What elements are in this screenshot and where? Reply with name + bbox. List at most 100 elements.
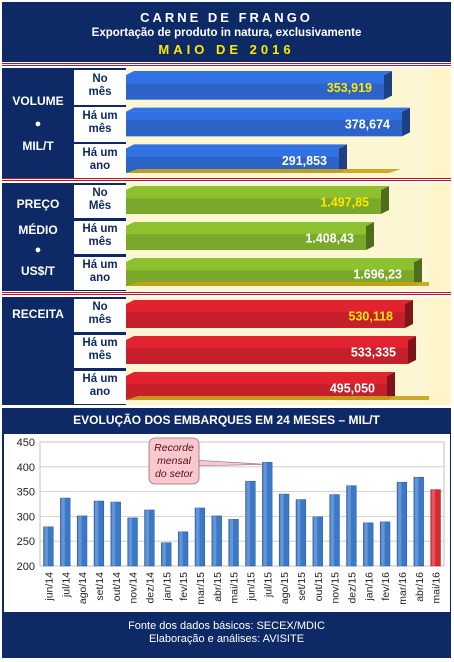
summary-value: 530,118 [349, 310, 394, 324]
chart-bar [430, 489, 441, 567]
period-label: MAIO DE 2016 [158, 42, 295, 57]
summary-bar: 378,674 [126, 107, 410, 137]
bar-floor-shadow [126, 282, 454, 286]
revenue-label: RECEITA [2, 297, 74, 415]
divider-stripe [2, 178, 451, 182]
chart-bar [413, 476, 424, 567]
chart-bar [60, 497, 71, 567]
summary-value: 533,335 [351, 346, 396, 360]
revenue-label-title: RECEITA [12, 307, 64, 321]
x-tick-label: out/15 [313, 572, 325, 601]
chart-bar [379, 521, 391, 567]
chart-bar [177, 531, 189, 567]
summary-value: 291,853 [282, 154, 327, 168]
summary-bar: 495,050 [126, 372, 395, 400]
source-text: Fonte dos dados básicos: SECEX/MDIC [128, 620, 325, 632]
x-tick-label: jul/15 [262, 572, 274, 598]
bar-highlight [78, 515, 82, 566]
price-label: PREÇO MÉDIO ● US$/T [2, 183, 74, 305]
x-tick-label: mai/15 [229, 572, 241, 604]
price-label-title: PREÇO [16, 197, 60, 211]
price-bar-chart: 1.497,85 1.408,43 1.696,23 [126, 186, 454, 286]
chart-bar [144, 509, 155, 567]
x-tick-label: ago/15 [279, 572, 291, 604]
row-label-no-mes: No mês [74, 70, 126, 105]
annotation-text: do setor [155, 468, 193, 480]
bar-highlight [128, 517, 133, 566]
bar-highlight [111, 502, 116, 566]
summary-value: 378,674 [345, 118, 390, 132]
x-tick-label: abr/15 [212, 572, 224, 602]
x-tick-label: fev/16 [380, 572, 392, 601]
x-tick-label: jun/15 [245, 572, 257, 602]
volume-bars: 353,919 378,674 291,853 [126, 68, 451, 178]
row-label-no-mes: No mês [74, 299, 126, 332]
x-tick-label: out/14 [111, 572, 123, 601]
bar-highlight [313, 516, 318, 566]
bar-highlight [414, 477, 419, 566]
footer: Fonte dos dados básicos: SECEX/MDIC Elab… [2, 614, 451, 658]
row-label-ha-um-mes: Há um mês [74, 335, 126, 368]
y-tick-label: 300 [17, 511, 35, 523]
bar-highlight [381, 521, 385, 566]
chart-bar [161, 542, 172, 567]
summary-bar: 291,853 [126, 144, 347, 173]
summary-bar: 530,118 [126, 300, 413, 328]
volume-bar-chart: 353,919 378,674 291,853 [126, 71, 410, 173]
chart-bar [76, 515, 88, 567]
x-tick-label: mai/16 [431, 572, 443, 604]
x-tick-label: jan/15 [161, 572, 173, 602]
chart-bar [346, 485, 357, 567]
chart-bar [262, 462, 273, 567]
row-label-ha-um-ano: Há um ano [74, 257, 126, 290]
revenue-section: RECEITA No mês Há um mês Há um ano 530,118 5… [2, 297, 451, 405]
x-tick-label: nov/14 [128, 572, 140, 604]
bar-floor-shadow [126, 396, 449, 400]
annotation-text: mensal [157, 455, 192, 467]
summary-value: 1.497,85 [320, 196, 369, 210]
chart-bar [93, 500, 105, 567]
bar-highlight [61, 498, 65, 566]
y-tick-label: 400 [17, 462, 35, 474]
price-label-title-2: MÉDIO [18, 223, 58, 237]
page-title: CARNE DE FRANGO [140, 10, 313, 25]
summary-value: 353,919 [327, 81, 372, 95]
y-tick-label: 450 [17, 437, 35, 449]
divider-stripe [2, 292, 451, 296]
summary-value: 495,050 [330, 382, 375, 396]
x-tick-label: jun/14 [43, 572, 55, 602]
bar-highlight [330, 494, 335, 566]
chart-bar [312, 516, 323, 567]
bar-highlight [364, 522, 368, 566]
credit-text: Elaboração e análises: AVISITE [148, 633, 305, 645]
price-section: PREÇO MÉDIO ● US$/T No Mês Há um mês Há um… [2, 183, 454, 291]
chart-bar [295, 499, 307, 567]
bar-highlight [212, 515, 217, 566]
chart-bar [329, 494, 340, 567]
x-tick-label: jul/14 [60, 572, 72, 598]
chart-bar [278, 493, 290, 567]
volume-label-title: VOLUME [12, 94, 64, 108]
bar-highlight [431, 489, 436, 566]
x-tick-label: dez/15 [346, 572, 358, 604]
summary-value: 1.696,23 [353, 268, 402, 282]
bullet-icon: ● [34, 244, 42, 256]
bar-highlight [280, 494, 284, 566]
row-label-ha-um-ano: Há um ano [74, 144, 126, 179]
row-label-no-mes: No Mês [74, 185, 126, 218]
summary-value: 1.408,43 [305, 232, 354, 246]
row-label-ha-um-mes: Há um mês [74, 107, 126, 142]
bar-highlight [229, 519, 234, 566]
chart-bar [194, 507, 206, 567]
chart-bar [43, 526, 54, 567]
summary-bar: 1.408,43 [126, 222, 374, 250]
x-tick-label: mar/15 [195, 572, 207, 605]
shipments-bar-chart: 200 250 300 350 400 450 jun/14 jul/14 ago/14 set/… [17, 437, 445, 605]
bar-highlight [263, 462, 267, 566]
page-subtitle: Exportação de produto in natura, exclusi… [91, 27, 362, 39]
chart-bar [211, 515, 222, 567]
bar-highlight [145, 509, 149, 566]
x-tick-label: nov/15 [330, 572, 342, 604]
volume-label: VOLUME ● MIL/T [2, 68, 74, 204]
